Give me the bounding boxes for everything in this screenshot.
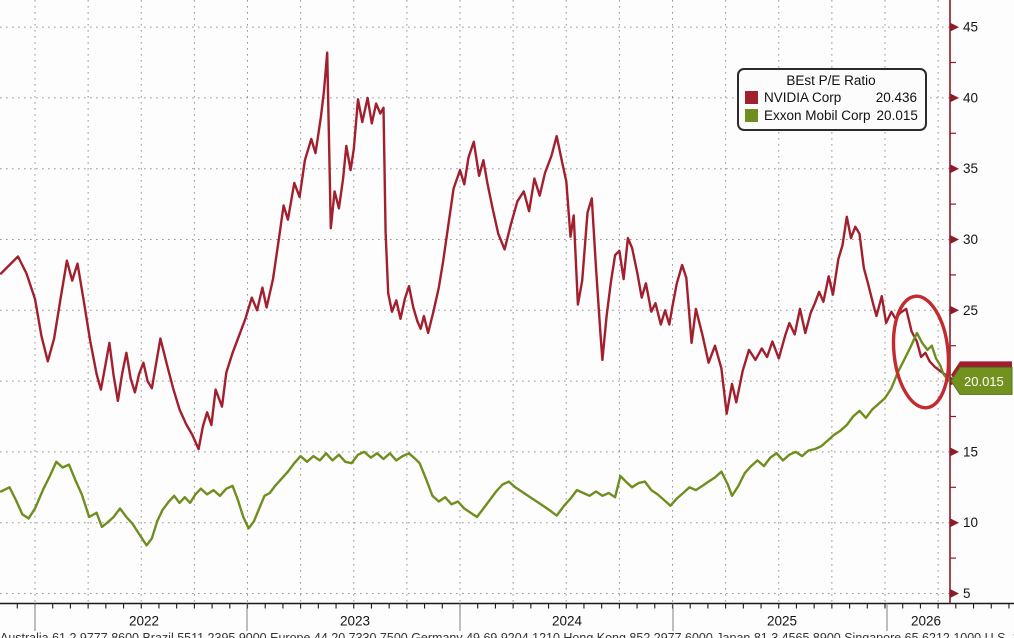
y-axis-tick-arrow-icon [950, 518, 959, 528]
y-axis-tick-arrow-icon [950, 22, 959, 32]
y-axis-tick-arrow-icon [950, 164, 959, 174]
x-axis-year-label: 2023 [340, 614, 370, 629]
legend-series-name: NVIDIA Corp [764, 90, 842, 105]
legend-series-value: 20.015 [876, 107, 918, 123]
legend-row-exxon: Exxon Mobil Corp 20.015 [745, 107, 918, 125]
legend-series-name: Exxon Mobil Corp [764, 107, 871, 123]
nvidia-swatch-icon [745, 91, 758, 105]
y-axis-tick-arrow-icon [950, 589, 959, 598]
legend-series-value: 20.436 [875, 90, 917, 105]
annotation-ellipse [891, 294, 951, 410]
x-axis-year-label: 2024 [552, 614, 583, 629]
nvidia-series-line [0, 51, 947, 451]
y-axis-tick-label: 35 [963, 161, 978, 176]
y-axis-tick-label: 25 [963, 303, 978, 318]
x-axis-year-label: 2026 [911, 614, 941, 629]
exxon-series-line [0, 331, 950, 547]
x-axis-year-label: 2025 [767, 614, 797, 629]
legend: BEst P/E Ratio NVIDIA Corp 20.436 Exxon … [737, 68, 927, 132]
y-axis-tick-arrow-icon [950, 93, 959, 103]
y-axis-tick-arrow-icon [950, 235, 959, 244]
y-axis-tick-label: 5 [963, 586, 971, 601]
y-axis-tick-label: 30 [963, 232, 978, 247]
y-axis-tick-arrow-icon [950, 305, 959, 315]
y-axis-tick-label: 10 [963, 515, 978, 530]
y-axis-tick-arrow-icon [950, 447, 959, 457]
exxon-swatch-icon [745, 108, 758, 122]
y-axis-tick-label: 45 [963, 20, 978, 35]
y-axis-tick-label: 15 [963, 444, 978, 459]
x-axis-year-label: 2022 [129, 614, 159, 629]
legend-row-nvidia: NVIDIA Corp 20.436 [745, 89, 917, 107]
y-axis-tick-label: 40 [963, 90, 978, 105]
exxon-last-price-tag [950, 366, 1013, 395]
legend-title: BEst P/E Ratio [786, 73, 876, 88]
clipped-footer-text: Australia 61 2 9777 8600 Brazil 5511 239… [0, 631, 1014, 638]
exxon-last-price-value: 20.015 [964, 374, 1004, 389]
